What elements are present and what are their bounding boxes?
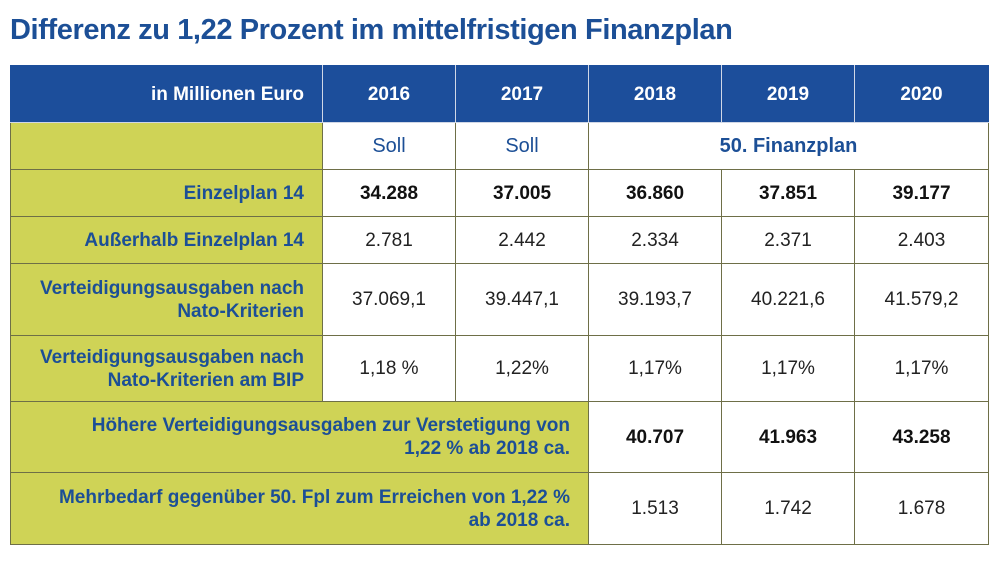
status-row-label [10, 122, 323, 170]
finanzplan-table: in Millionen Euro 2016 2017 2018 2019 20… [10, 65, 989, 545]
table-cell: 41.579,2 [854, 263, 989, 336]
table-cell: 39.177 [854, 169, 989, 217]
status-2016: Soll [322, 122, 456, 170]
row-label-line-2: 1,22 % ab 2018 ca. [404, 438, 570, 459]
table-cell: 37.069,1 [322, 263, 456, 336]
table-cell: 37.005 [455, 169, 589, 217]
row-label: Höhere Verteidigungsausgaben zur Verstet… [10, 401, 589, 473]
table-row-mehrbedarf: Mehrbedarf gegenüber 50. Fpl zum Erreich… [10, 472, 989, 545]
table-row-nato-kriterien-bip: Verteidigungsausgaben nach Nato-Kriterien… [10, 335, 989, 402]
row-label: Mehrbedarf gegenüber 50. Fpl zum Erreich… [10, 472, 589, 545]
year-header-2019: 2019 [721, 65, 855, 123]
year-header-2020: 2020 [854, 65, 989, 123]
row-label-line-1: Mehrbedarf gegenüber 50. Fpl zum Erreich… [58, 486, 570, 508]
status-row: Soll Soll 50. Finanzplan [10, 122, 989, 170]
table-cell: 1,17% [854, 335, 989, 402]
table-cell: 2.371 [721, 216, 855, 264]
header-row: in Millionen Euro 2016 2017 2018 2019 20… [10, 65, 989, 123]
table-cell: 40.221,6 [721, 263, 855, 336]
table-cell: 1.513 [588, 472, 722, 545]
year-header-2016: 2016 [322, 65, 456, 123]
status-finanzplan: 50. Finanzplan [588, 122, 989, 170]
table-cell: 1,18 % [322, 335, 456, 402]
chart-title: Differenz zu 1,22 Prozent im mittelfrist… [10, 14, 733, 46]
table-cell: 39.193,7 [588, 263, 722, 336]
table-cell: 43.258 [854, 401, 989, 473]
table-cell: 36.860 [588, 169, 722, 217]
table-cell: 1.678 [854, 472, 989, 545]
table-cell: 2.403 [854, 216, 989, 264]
row-label-line-2: ab 2018 ca. [468, 509, 570, 531]
row-label-line-2: Nato-Kriterien am BIP [107, 369, 304, 391]
row-label-line-2: Nato-Kriterien [177, 300, 304, 322]
table-cell: 1.742 [721, 472, 855, 545]
year-header-2018: 2018 [588, 65, 722, 123]
status-2017: Soll [455, 122, 589, 170]
table-cell: 2.781 [322, 216, 456, 264]
row-label-line-1: Verteidigungsausgaben nach [40, 277, 304, 299]
table-cell: 1,22% [455, 335, 589, 402]
table-row-einzelplan-14: Einzelplan 14 34.288 37.005 36.860 37.85… [10, 169, 989, 217]
row-label: Einzelplan 14 [10, 169, 323, 217]
table-cell: 1,17% [721, 335, 855, 402]
row-label-line-1: Verteidigungsausgaben nach [40, 346, 304, 368]
table-row-nato-kriterien: Verteidigungsausgaben nach Nato-Kriterien… [10, 263, 989, 336]
row-label: Verteidigungsausgaben nach Nato-Kriterien [10, 263, 323, 336]
table-row-ausserhalb-einzelplan-14: Außerhalb Einzelplan 14 2.781 2.442 2.33… [10, 216, 989, 264]
table-cell: 37.851 [721, 169, 855, 217]
table-row-hoehere-ausgaben: Höhere Verteidigungsausgaben zur Verstet… [10, 401, 989, 473]
table-cell: 39.447,1 [455, 263, 589, 336]
table-cell: 2.442 [455, 216, 589, 264]
table-cell: 40.707 [588, 401, 722, 473]
table-cell: 1,17% [588, 335, 722, 402]
row-label: Verteidigungsausgaben nach Nato-Kriterien… [10, 335, 323, 402]
row-label-line-1: Höhere Verteidigungsausgaben zur Verstet… [91, 415, 570, 436]
year-header-2017: 2017 [455, 65, 589, 123]
table-cell: 34.288 [322, 169, 456, 217]
unit-header: in Millionen Euro [10, 65, 323, 123]
table-cell: 41.963 [721, 401, 855, 473]
row-label: Außerhalb Einzelplan 14 [10, 216, 323, 264]
table-cell: 2.334 [588, 216, 722, 264]
